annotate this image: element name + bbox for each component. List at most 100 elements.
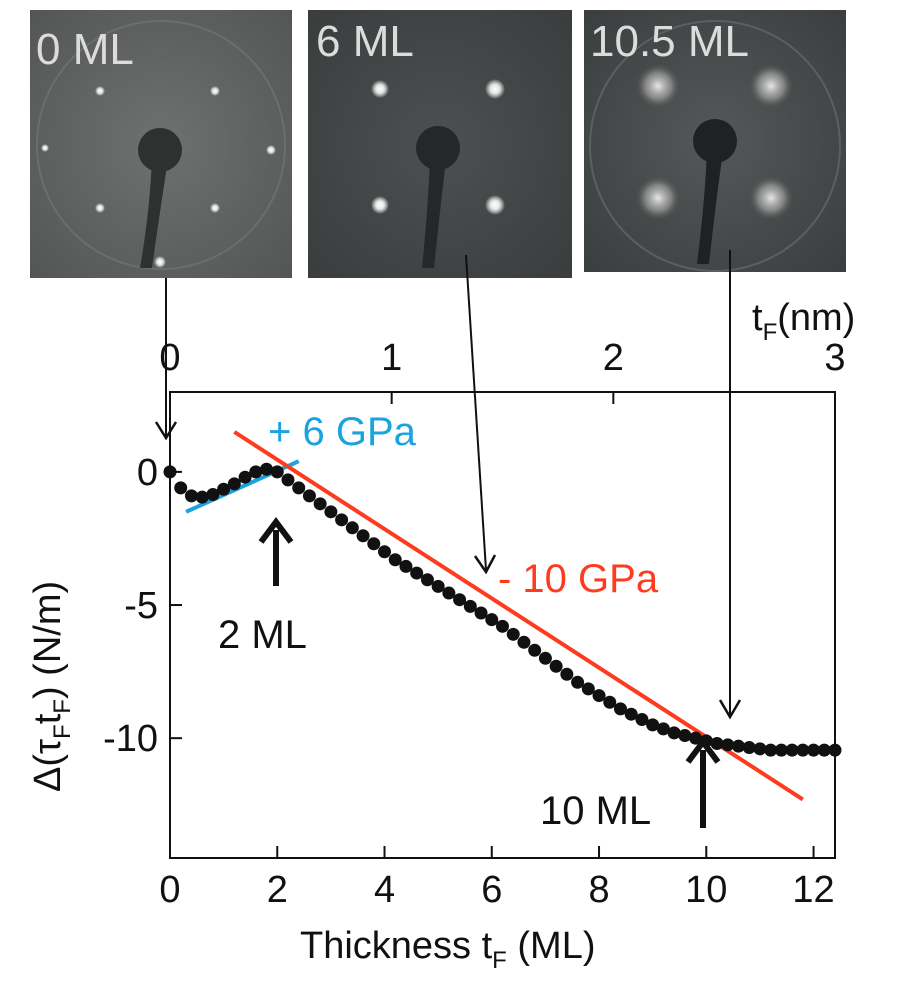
- top-tick-label: 0: [159, 337, 180, 379]
- x-axis-title-unit: (ML): [507, 925, 596, 967]
- data-point: [453, 593, 467, 607]
- data-point: [345, 521, 359, 535]
- leed-panel-0-ml: 0 ML: [30, 10, 292, 278]
- data-point: [785, 743, 799, 757]
- data-point: [496, 619, 509, 633]
- top-tick-label: 1: [381, 337, 402, 379]
- data-point: [667, 726, 681, 740]
- leed-panel-10-5-ml: 10.5 ML: [584, 10, 846, 272]
- arrow-2-ml-head: [258, 517, 294, 544]
- x-tick-label: 6: [481, 869, 502, 911]
- leed-panel-label: 0 ML: [36, 25, 134, 74]
- data-point: [367, 537, 381, 551]
- data-point: [399, 559, 413, 573]
- data-point: [753, 742, 767, 756]
- data-point: [538, 651, 552, 665]
- data-point: [249, 465, 263, 479]
- plot-frame: [169, 391, 836, 859]
- y-tick-label: -5: [124, 585, 158, 627]
- y-ticks: 0 -5 -10: [103, 452, 182, 760]
- data-point: [678, 729, 692, 743]
- data-point: [710, 736, 724, 750]
- data-point: [420, 573, 434, 587]
- y-tick-label: -10: [103, 718, 158, 760]
- data-point: [270, 465, 284, 479]
- x-tick-label: 8: [588, 869, 609, 911]
- arrow-10-5-ml-head: [718, 699, 742, 720]
- data-point: [463, 599, 477, 613]
- data-point: [571, 675, 585, 689]
- data-point: [624, 707, 638, 721]
- data-point: [549, 659, 563, 673]
- y-tick-label: 0: [137, 452, 158, 494]
- annotation-2-ml: 2 ML: [218, 613, 307, 657]
- data-point: [689, 731, 703, 745]
- data-point: [774, 743, 788, 757]
- annotation-10-ml: 10 ML: [540, 789, 651, 833]
- leed-panel-label: 6 ML: [316, 17, 414, 66]
- data-point: [324, 505, 338, 519]
- data-point: [378, 545, 392, 559]
- arrow-0-ml-head: [154, 421, 178, 441]
- data-point: [528, 643, 542, 657]
- data-point: [646, 718, 660, 732]
- data-point: [807, 743, 821, 757]
- data-point: [302, 489, 316, 503]
- data-point: [388, 553, 402, 567]
- x-tick-label: 12: [792, 869, 834, 911]
- data-point: [195, 490, 209, 504]
- leed-panel-6-ml: 6 ML: [308, 10, 572, 278]
- top-tick-label: 3: [824, 337, 845, 379]
- data-point: [731, 739, 745, 753]
- data-point: [581, 682, 595, 696]
- data-point: [206, 488, 220, 502]
- top-ticks: 0 1 2 3: [159, 337, 846, 404]
- top-axis-title-unit: (nm): [777, 297, 855, 339]
- data-point: [163, 465, 177, 479]
- data-point: [796, 743, 810, 757]
- data-point: [603, 695, 617, 709]
- arrow-6-ml-head: [473, 554, 497, 575]
- data-point: [227, 477, 241, 491]
- data-point: [292, 481, 306, 495]
- data-markers: [163, 462, 842, 757]
- data-point: [474, 606, 488, 620]
- leed-panel-label: 10.5 ML: [590, 17, 749, 66]
- x-tick-label: 10: [685, 869, 727, 911]
- data-point: [335, 513, 349, 527]
- x-tick-label: 4: [374, 869, 395, 911]
- fit-label-plus-6-gpa: + 6 GPa: [268, 410, 417, 454]
- data-point: [592, 689, 606, 703]
- data-point: [217, 482, 231, 496]
- top-axis-title: tF(nm): [752, 297, 855, 346]
- top-axis-title-subscript: F: [763, 319, 778, 346]
- data-point: [613, 702, 627, 716]
- data-point: [410, 566, 424, 580]
- data-point: [506, 627, 520, 641]
- data-point: [560, 667, 574, 681]
- arrow-6-ml: [465, 254, 487, 571]
- x-tick-label: 2: [267, 869, 288, 911]
- data-point: [764, 743, 778, 757]
- y-axis-title: Δ(τFtF) (N/m): [27, 581, 76, 792]
- y-axis-sub-2: F: [49, 699, 76, 714]
- data-point: [656, 722, 670, 736]
- data-point: [260, 462, 274, 476]
- data-point: [828, 743, 842, 757]
- data-point: [721, 738, 735, 752]
- x-axis-title-subscript: F: [492, 947, 507, 974]
- data-point: [238, 470, 252, 484]
- fit-label-minus-10-gpa: - 10 GPa: [498, 557, 659, 601]
- data-point: [442, 586, 456, 600]
- data-point: [742, 740, 756, 754]
- data-point: [313, 497, 327, 511]
- top-tick-label: 2: [603, 337, 624, 379]
- y-axis-sub-1: F: [49, 724, 76, 739]
- data-point: [817, 743, 831, 757]
- data-point: [431, 579, 445, 593]
- data-point: [184, 489, 198, 503]
- x-ticks: 0 2 4 6 8 10 12: [159, 846, 835, 911]
- data-point: [517, 635, 531, 649]
